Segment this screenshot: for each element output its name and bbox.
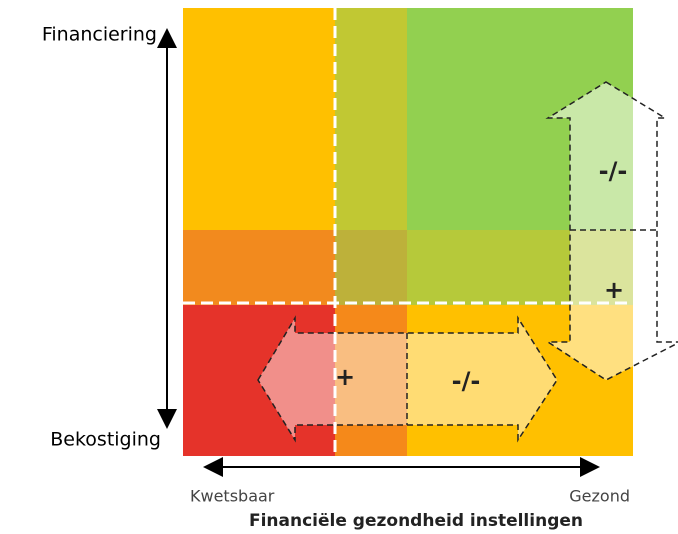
x-right-label: Gezond bbox=[569, 487, 630, 506]
arrow-label: + bbox=[604, 276, 624, 304]
cell bbox=[335, 305, 407, 456]
y-top-label: Financiering bbox=[42, 24, 157, 46]
arrow-label: + bbox=[335, 363, 355, 391]
arrow-shape bbox=[545, 81, 678, 381]
arrow-label: -/- bbox=[452, 367, 481, 395]
x-left-label: Kwetsbaar bbox=[190, 487, 275, 506]
horizontal-arrow: + -/- bbox=[257, 315, 558, 443]
arrow-label: -/- bbox=[599, 157, 628, 185]
x-title: Financiële gezondheid instellingen bbox=[249, 511, 583, 531]
cell bbox=[335, 230, 407, 305]
y-bottom-label: Bekostiging bbox=[50, 429, 161, 451]
axes: Financiering Bekostiging Kwetsbaar Gezon… bbox=[42, 24, 630, 532]
cell bbox=[183, 230, 335, 305]
vertical-arrow: -/- + bbox=[545, 81, 678, 381]
cell bbox=[183, 8, 335, 230]
cell bbox=[335, 8, 407, 230]
